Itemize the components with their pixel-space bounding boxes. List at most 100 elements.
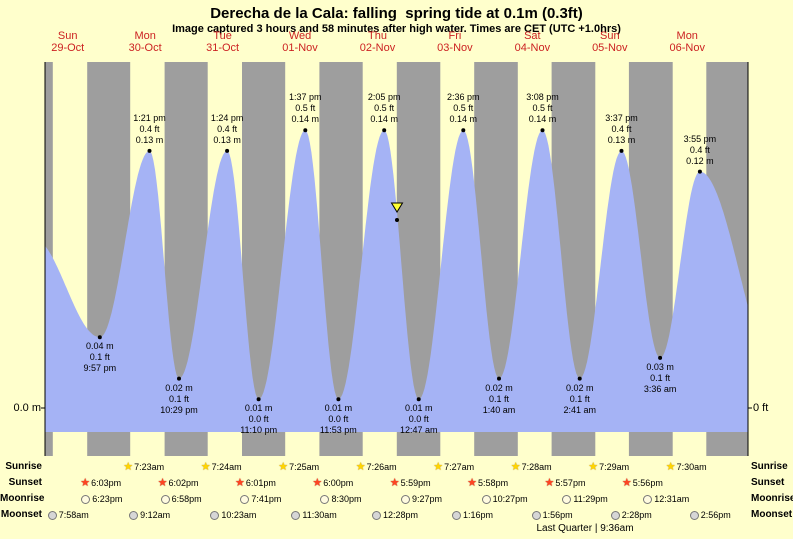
row-label-moonrise-right: Moonrise xyxy=(751,493,793,504)
moonrise-entry: 6:23pm xyxy=(81,491,122,507)
moonset-moon-icon xyxy=(689,510,699,520)
moonrise-moon-icon xyxy=(400,494,410,504)
sunrise-entry: ★ 7:28am xyxy=(511,459,552,475)
sunrise-star-icon: ★ xyxy=(123,460,134,473)
moonrise-time: 8:30pm xyxy=(331,494,362,504)
moonset-moon-icon xyxy=(291,510,301,520)
moon-phase-note: Last Quarter | 9:36am xyxy=(536,523,634,534)
day-label: Mon 06-Nov xyxy=(669,30,705,54)
day-label: Fri 03-Nov xyxy=(437,30,473,54)
day-label: Tue 31-Oct xyxy=(206,30,240,54)
tide-extreme-dot xyxy=(540,128,545,133)
moonrise-entry: 8:30pm xyxy=(320,491,361,507)
moonset-time: 2:56pm xyxy=(700,510,731,520)
row-label-sunset-left: Sunset xyxy=(8,477,42,488)
moonset-time: 7:58am xyxy=(58,510,89,520)
moonrise-moon-icon xyxy=(240,494,250,504)
sunset-entry: ★ 5:57pm xyxy=(545,475,586,491)
moonrise-time: 6:23pm xyxy=(92,494,123,504)
moonset-moon-icon xyxy=(47,510,57,520)
moonset-moon-icon xyxy=(210,510,220,520)
tide-extreme-dot xyxy=(177,376,181,381)
tide-extreme-dot xyxy=(303,128,308,133)
sunrise-star-icon: ★ xyxy=(588,460,599,473)
tide-extreme-dot xyxy=(416,397,421,402)
day-label: Sat 04-Nov xyxy=(514,30,551,54)
day-label: Sun 05-Nov xyxy=(592,30,628,54)
moonset-time: 1:16pm xyxy=(463,510,494,520)
sunrise-entry: ★ 7:29am xyxy=(588,459,629,475)
sunset-star-icon: ★ xyxy=(80,476,91,489)
tide-extreme-dot xyxy=(658,355,663,360)
sunset-time: 6:00pm xyxy=(323,478,354,488)
moonrise-moon-icon xyxy=(481,494,491,504)
moonset-moon-icon xyxy=(371,510,381,520)
day-label: Thu 02-Nov xyxy=(359,30,396,54)
day-label: Mon 30-Oct xyxy=(128,30,162,54)
high-tide-label: 2:36 pm 0.5 ft 0.14 m xyxy=(447,92,480,125)
moonrise-time: 6:58pm xyxy=(171,494,202,504)
moonset-entry: 2:56pm xyxy=(689,507,731,523)
row-label-sunrise-left: Sunrise xyxy=(5,461,42,472)
tide-area xyxy=(45,130,748,432)
moonset-entry: 7:58am xyxy=(47,507,89,523)
moonset-entry: 1:56pm xyxy=(531,507,573,523)
sunrise-star-icon: ★ xyxy=(355,460,366,473)
moonrise-time: 10:27pm xyxy=(492,494,528,504)
moonset-entry: 2:28pm xyxy=(610,507,652,523)
moonrise-entry: 9:27pm xyxy=(400,491,442,507)
sunrise-star-icon: ★ xyxy=(510,460,521,473)
current-tide-marker xyxy=(390,202,404,213)
moonset-entry: 1:16pm xyxy=(452,507,493,523)
day-label: Wed 01-Nov xyxy=(282,30,318,54)
moonset-entry: 10:23am xyxy=(210,507,256,523)
sunrise-time: 7:24am xyxy=(211,462,242,472)
tide-extreme-dot xyxy=(336,397,341,402)
sunset-entry: ★ 6:01pm xyxy=(235,475,276,491)
low-tide-label: 0.04 m 0.1 ft 9:57 pm xyxy=(83,341,117,374)
sunrise-star-icon: ★ xyxy=(200,460,211,473)
tide-extreme-dot xyxy=(225,148,230,153)
tide-extreme-dot xyxy=(147,148,152,153)
moonset-moon-icon xyxy=(452,510,462,520)
sunset-time: 6:02pm xyxy=(168,478,199,488)
row-label-moonrise-left: Moonrise xyxy=(0,493,45,504)
sunset-star-icon: ★ xyxy=(621,476,632,489)
moonrise-entry: 10:27pm xyxy=(481,491,528,507)
sunset-star-icon: ★ xyxy=(544,476,555,489)
moonrise-entry: 11:29pm xyxy=(562,491,608,507)
moonset-time: 9:12am xyxy=(140,510,171,520)
sunrise-entry: ★ 7:30am xyxy=(666,459,707,475)
moonset-time: 11:30am xyxy=(302,510,337,520)
moonset-entry: 12:28pm xyxy=(371,507,419,523)
tide-extreme-dot xyxy=(256,397,261,402)
low-tide-label: 0.02 m 0.1 ft 2:41 am xyxy=(563,382,596,415)
sunrise-entry: ★ 7:24am xyxy=(201,459,242,475)
sunrise-time: 7:30am xyxy=(676,462,707,472)
sunset-star-icon: ★ xyxy=(312,476,323,489)
low-tide-label: 0.01 m 0.0 ft 11:53 pm xyxy=(319,403,357,436)
moonset-time: 12:28pm xyxy=(382,510,419,520)
moonrise-entry: 12:31am xyxy=(643,491,689,507)
low-tide-label: 0.01 m 0.0 ft 11:10 pm xyxy=(240,403,278,436)
sunrise-time: 7:28am xyxy=(521,462,552,472)
tide-extreme-dot xyxy=(97,335,102,340)
moonset-time: 2:28pm xyxy=(621,510,652,520)
chart-subtitle: Image captured 3 hours and 58 minutes af… xyxy=(172,23,621,35)
sunset-entry: ★ 5:56pm xyxy=(622,475,663,491)
sunrise-entry: ★ 7:23am xyxy=(123,459,164,475)
sunset-time: 6:03pm xyxy=(91,478,122,488)
tide-extreme-dot xyxy=(577,376,582,381)
moonrise-entry: 6:58pm xyxy=(160,491,202,507)
high-tide-label: 1:21 pm 0.4 ft 0.13 m xyxy=(133,112,166,145)
moonset-time: 10:23am xyxy=(221,510,257,520)
sunrise-star-icon: ★ xyxy=(433,460,444,473)
moonset-entry: 11:30am xyxy=(291,507,337,523)
sunset-time: 6:01pm xyxy=(245,478,276,488)
high-tide-label: 3:55 pm 0.4 ft 0.12 m xyxy=(683,133,717,166)
sunrise-entry: ★ 7:25am xyxy=(278,459,319,475)
sunset-star-icon: ★ xyxy=(235,476,245,489)
sunrise-star-icon: ★ xyxy=(665,460,676,473)
row-label-sunset-right: Sunset xyxy=(751,477,785,488)
